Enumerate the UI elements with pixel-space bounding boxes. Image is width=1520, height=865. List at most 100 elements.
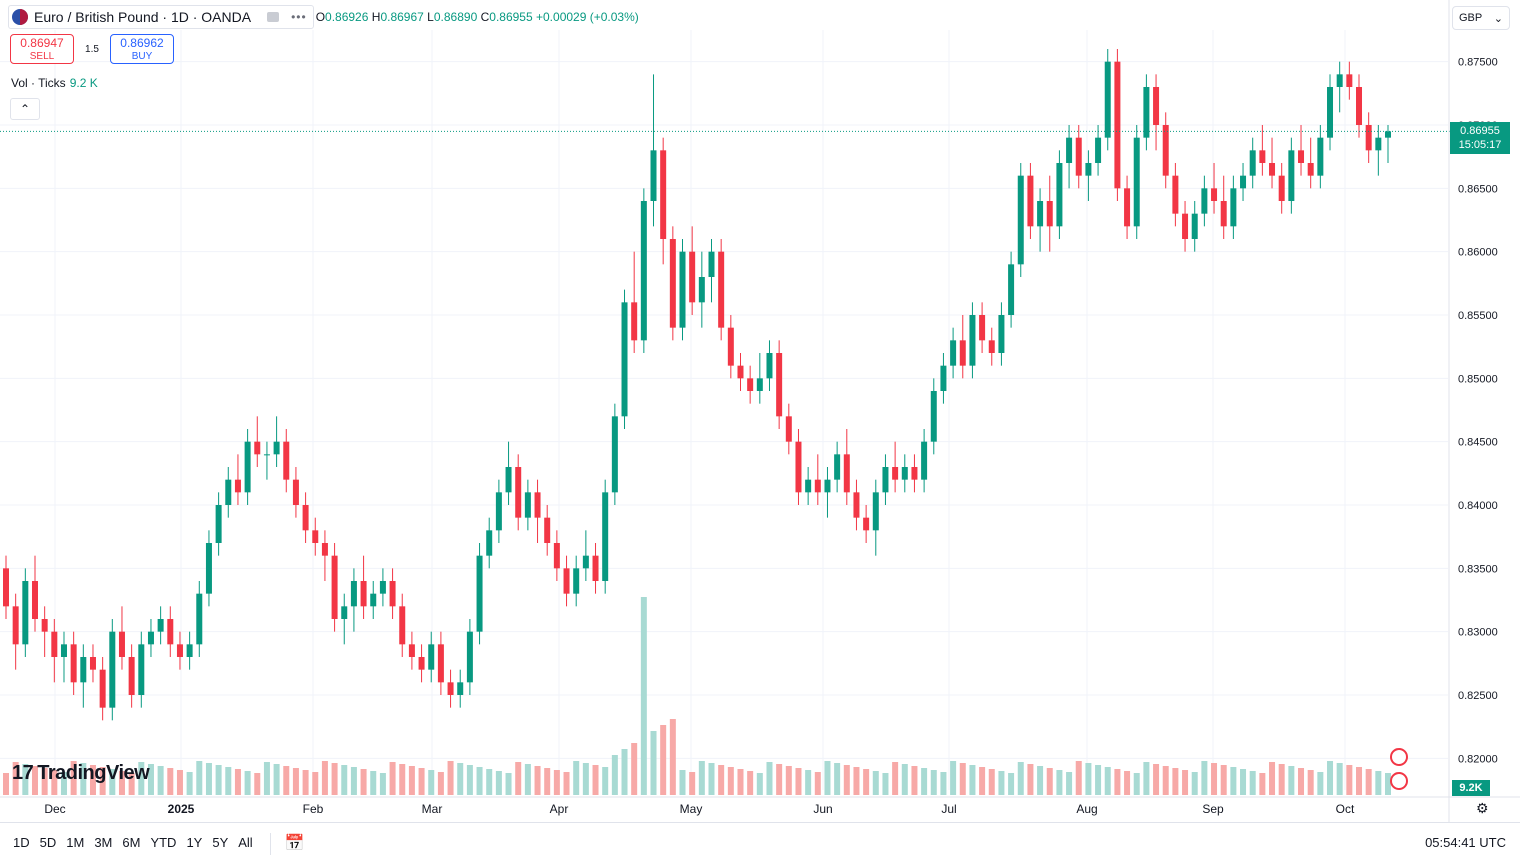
candle-body xyxy=(1317,137,1324,176)
volume-bar xyxy=(747,771,754,795)
x-tick-label: Apr xyxy=(550,802,569,816)
volume-bar xyxy=(582,763,589,795)
high-value: 0.86967 xyxy=(380,10,424,24)
volume-bar xyxy=(31,766,38,795)
visibility-icon[interactable] xyxy=(267,12,280,22)
volume-bar xyxy=(969,765,976,795)
volume-bar xyxy=(1317,772,1324,795)
candle-body xyxy=(157,619,164,632)
volume-bar xyxy=(41,768,48,795)
volume-bar xyxy=(3,773,9,795)
range-5y[interactable]: 5Y xyxy=(212,835,229,850)
candle-body xyxy=(128,657,135,695)
volume-bar xyxy=(1008,773,1015,795)
candle-body xyxy=(611,416,618,493)
volume-bar xyxy=(495,771,502,795)
symbol-box[interactable]: Euro / British Pound · 1D · OANDA ••• xyxy=(8,5,314,29)
volume-bar xyxy=(186,772,193,795)
candle-body xyxy=(988,340,995,353)
volume-bar xyxy=(1346,765,1353,795)
range-ytd[interactable]: YTD xyxy=(150,835,177,850)
candle-body xyxy=(1375,137,1382,151)
range-1y[interactable]: 1Y xyxy=(186,835,203,850)
x-tick-label: Mar xyxy=(422,802,443,816)
candle-body xyxy=(563,568,570,594)
volume-bar xyxy=(592,765,599,795)
volume-bar xyxy=(312,772,319,795)
x-tick-label: Oct xyxy=(1336,802,1355,816)
candle-body xyxy=(1365,125,1372,151)
buy-button[interactable]: 0.86962 BUY xyxy=(110,34,174,64)
more-options-icon[interactable]: ••• xyxy=(291,10,307,24)
candle-body xyxy=(1124,188,1131,227)
low-value: 0.86890 xyxy=(433,10,478,24)
candle-body xyxy=(1327,87,1334,138)
range-1d[interactable]: 1D xyxy=(13,835,30,850)
candle-body xyxy=(437,644,444,683)
candle-body xyxy=(312,530,319,543)
date-range-calendar-icon[interactable]: 📅 xyxy=(284,835,305,852)
candle-body xyxy=(689,251,696,303)
candle-body xyxy=(950,340,957,366)
collapse-legend-button[interactable]: ⌃ xyxy=(10,98,40,120)
volume-bar xyxy=(631,743,638,795)
candle-body xyxy=(901,467,908,480)
symbol-title[interactable]: Euro / British Pound · 1D · OANDA xyxy=(34,9,252,25)
candle-body xyxy=(1085,163,1092,176)
candle-body xyxy=(882,467,889,493)
candle-body xyxy=(737,365,744,379)
volume-bar xyxy=(737,769,744,795)
tradingview-logo: 17 TradingView xyxy=(12,762,150,785)
candle-body xyxy=(1017,175,1024,265)
volume-bar xyxy=(89,765,96,795)
volume-bar xyxy=(418,768,425,795)
y-tick-label: 0.84500 xyxy=(1458,437,1498,449)
candle-body xyxy=(466,631,473,683)
candle-body xyxy=(1172,175,1179,214)
volume-bar xyxy=(273,764,280,795)
volume-bar xyxy=(785,766,792,795)
volume-bar xyxy=(1288,766,1295,795)
volume-bar xyxy=(486,769,493,795)
volume-bar xyxy=(225,767,232,795)
trade-panel: 0.86947 SELL 1.5 0.86962 BUY xyxy=(10,34,174,64)
candle-body xyxy=(834,454,841,480)
sell-button[interactable]: 0.86947 SELL xyxy=(10,34,74,64)
y-tick-label: 0.85000 xyxy=(1458,373,1498,385)
candle-body xyxy=(853,492,860,518)
candle-body xyxy=(785,416,792,442)
range-all[interactable]: All xyxy=(238,835,253,850)
candle-body xyxy=(824,479,831,493)
candle-body xyxy=(1133,137,1140,227)
candle-body xyxy=(176,644,183,657)
currency-select[interactable]: GBP ⌄ xyxy=(1452,6,1510,30)
range-5d[interactable]: 5D xyxy=(39,835,57,850)
volume-bar xyxy=(1249,771,1256,795)
x-tick-label: 2025 xyxy=(168,802,195,816)
volume-bar xyxy=(834,763,841,795)
chevron-up-icon: ⌃ xyxy=(19,102,31,116)
volume-bar xyxy=(621,749,628,795)
range-3m[interactable]: 3M xyxy=(94,835,113,850)
bar-countdown: 15:05:17 xyxy=(1458,139,1502,152)
volume-bar xyxy=(1307,770,1314,795)
eu-event-flag-icon[interactable] xyxy=(1390,772,1408,790)
price-chart[interactable]: 0.875000.870000.865000.860000.855000.850… xyxy=(0,0,1520,822)
uk-event-flag-icon[interactable] xyxy=(1390,748,1408,766)
utc-clock[interactable]: 05:54:41 UTC xyxy=(1425,835,1506,850)
spread-value: 1.5 xyxy=(85,43,99,55)
chevron-down-icon: ⌄ xyxy=(1493,12,1503,25)
range-1m[interactable]: 1M xyxy=(66,835,85,850)
candle-body xyxy=(196,593,203,645)
candle-body xyxy=(592,555,599,581)
candle-body xyxy=(766,353,773,379)
volume-bar xyxy=(283,766,290,795)
volume-bar xyxy=(457,763,464,795)
volume-bar xyxy=(360,769,367,795)
tradingview-logo-icon: 17 xyxy=(12,762,34,784)
range-6m[interactable]: 6M xyxy=(122,835,141,850)
candle-body xyxy=(1278,175,1285,201)
chart-settings-gear-icon[interactable]: ⚙ xyxy=(1476,800,1489,816)
candle-body xyxy=(756,378,763,391)
volume-bar xyxy=(118,771,125,795)
